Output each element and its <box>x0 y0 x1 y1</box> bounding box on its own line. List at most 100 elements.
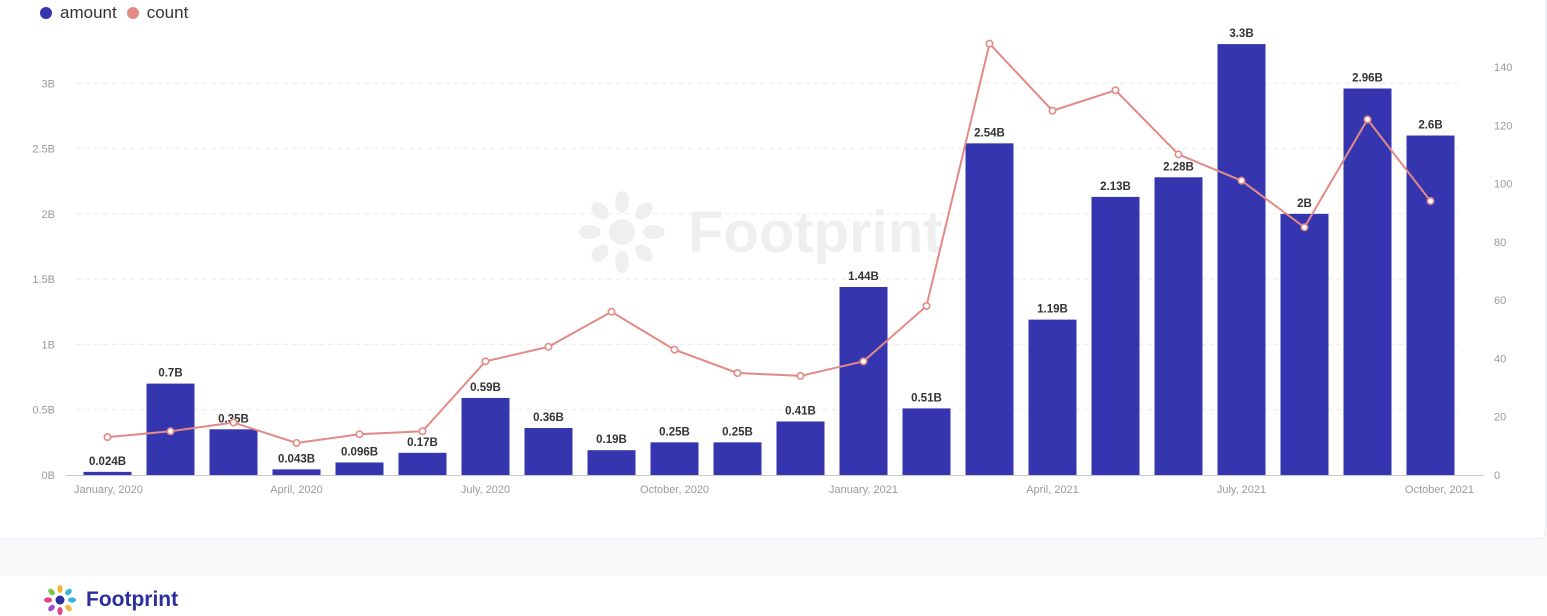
bar-data-label: 0.043B <box>278 453 315 465</box>
count-point <box>607 307 616 316</box>
x-tick-label: October, 2020 <box>640 484 709 496</box>
bar-data-label: 2.6B <box>1418 120 1442 132</box>
footer-brand-text: Footprint <box>86 588 179 611</box>
y-right-tick-label: 120 <box>1494 120 1512 132</box>
bar <box>1154 177 1203 475</box>
legend-label-count: count <box>146 3 189 22</box>
y-left-tick-label: 1B <box>42 339 55 351</box>
bar-data-labels: 0.024B0.7B0.35B0.043B0.096B0.17B0.59B0.3… <box>89 28 1443 468</box>
y-right-tick-label: 40 <box>1494 353 1506 365</box>
y-right-tick-label: 100 <box>1494 179 1512 191</box>
y-axis-left: 0B 0.5B 1B 1.5B 2B 2.5B 3B <box>32 78 55 482</box>
legend-swatch-amount <box>40 7 52 19</box>
legend-swatch-count <box>126 7 139 19</box>
legend-label-amount: amount <box>60 3 117 22</box>
y-left-tick-label: 1.5B <box>32 274 55 286</box>
x-tick-label: April, 2020 <box>270 484 323 496</box>
count-point <box>1174 150 1183 159</box>
y-right-tick-label: 0 <box>1494 470 1500 482</box>
bar-data-label: 0.096B <box>341 446 378 458</box>
bar-data-label: 0.25B <box>659 426 690 438</box>
x-tick-label: January, 2021 <box>829 484 898 496</box>
count-point <box>859 357 868 366</box>
footer-brand[interactable]: Footprint <box>40 584 178 616</box>
count-point <box>418 427 427 436</box>
bar-data-label: 2.28B <box>1163 161 1194 173</box>
y-left-tick-label: 2.5B <box>32 144 55 156</box>
y-right-tick-label: 140 <box>1494 62 1512 74</box>
x-axis: January, 2020 April, 2020 July, 2020 Octobe… <box>66 475 1484 496</box>
count-point <box>1111 86 1120 95</box>
bar <box>461 397 510 475</box>
bar <box>839 286 888 475</box>
count-point <box>985 39 994 48</box>
count-point <box>481 357 490 366</box>
y-left-tick-label: 0.5B <box>32 405 55 417</box>
bar-data-label: 2.13B <box>1100 181 1131 193</box>
bar <box>587 450 636 475</box>
bar <box>1028 319 1077 475</box>
footprint-logo-icon <box>44 585 76 615</box>
bar <box>272 469 321 475</box>
bar-data-label: 2.54B <box>974 127 1005 139</box>
bar <box>650 442 699 475</box>
count-point <box>166 427 175 436</box>
bar-data-label: 0.19B <box>596 434 627 446</box>
bar-series-amount <box>83 44 1455 475</box>
chart-legend: amount count <box>40 2 188 24</box>
count-point <box>670 345 679 354</box>
bar-data-label: 2.96B <box>1352 73 1383 85</box>
bar-data-label: 0.36B <box>533 412 564 424</box>
bar <box>965 143 1014 475</box>
count-point <box>922 301 931 310</box>
count-point <box>103 433 112 442</box>
bar <box>1217 44 1266 475</box>
x-tick-label: July, 2021 <box>1217 484 1266 496</box>
y-right-tick-label: 20 <box>1494 412 1506 424</box>
bar <box>1406 135 1455 475</box>
x-tick-label: April, 2021 <box>1026 484 1079 496</box>
y-axis-right: 0 20 40 60 80 100 120 140 <box>1494 62 1512 482</box>
bar <box>209 429 258 475</box>
count-point <box>544 342 553 351</box>
bar-data-label: 1.44B <box>848 271 879 283</box>
bar <box>83 471 132 475</box>
count-point <box>1300 223 1309 232</box>
bar-data-label: 0.25B <box>722 426 753 438</box>
bar <box>776 421 825 475</box>
count-point <box>229 418 238 427</box>
legend-item-amount[interactable]: amount <box>40 3 117 23</box>
count-point <box>292 438 301 447</box>
y-right-tick-label: 60 <box>1494 295 1506 307</box>
bar <box>1280 213 1329 475</box>
bar <box>1343 88 1392 475</box>
bar <box>1091 196 1140 475</box>
legend-item-count[interactable]: count <box>126 3 189 23</box>
y-right-tick-label: 80 <box>1494 237 1506 249</box>
count-point <box>1363 115 1372 124</box>
bar-data-label: 0.59B <box>470 382 501 394</box>
bar-data-label: 3.3B <box>1229 28 1253 40</box>
bar <box>902 408 951 475</box>
x-tick-label: July, 2020 <box>461 484 510 496</box>
bar <box>398 452 447 475</box>
bar-data-label: 2B <box>1297 198 1312 210</box>
bar-data-label: 0.41B <box>785 405 816 417</box>
line-series-count <box>103 39 1435 447</box>
count-point <box>355 430 364 439</box>
bar <box>335 462 384 475</box>
bar-data-label: 1.19B <box>1037 304 1068 316</box>
bar-data-label: 0.51B <box>911 392 942 404</box>
count-point <box>796 371 805 380</box>
bar-data-label: 0.024B <box>89 456 126 468</box>
bar <box>713 442 762 475</box>
bar <box>524 427 573 475</box>
bar-data-label: 0.7B <box>158 368 182 380</box>
y-left-tick-label: 3B <box>42 78 55 90</box>
x-tick-label: October, 2021 <box>1405 484 1474 496</box>
y-left-tick-label: 0B <box>42 470 55 482</box>
count-point <box>1426 197 1435 206</box>
count-point <box>733 368 742 377</box>
count-point <box>1237 176 1246 185</box>
